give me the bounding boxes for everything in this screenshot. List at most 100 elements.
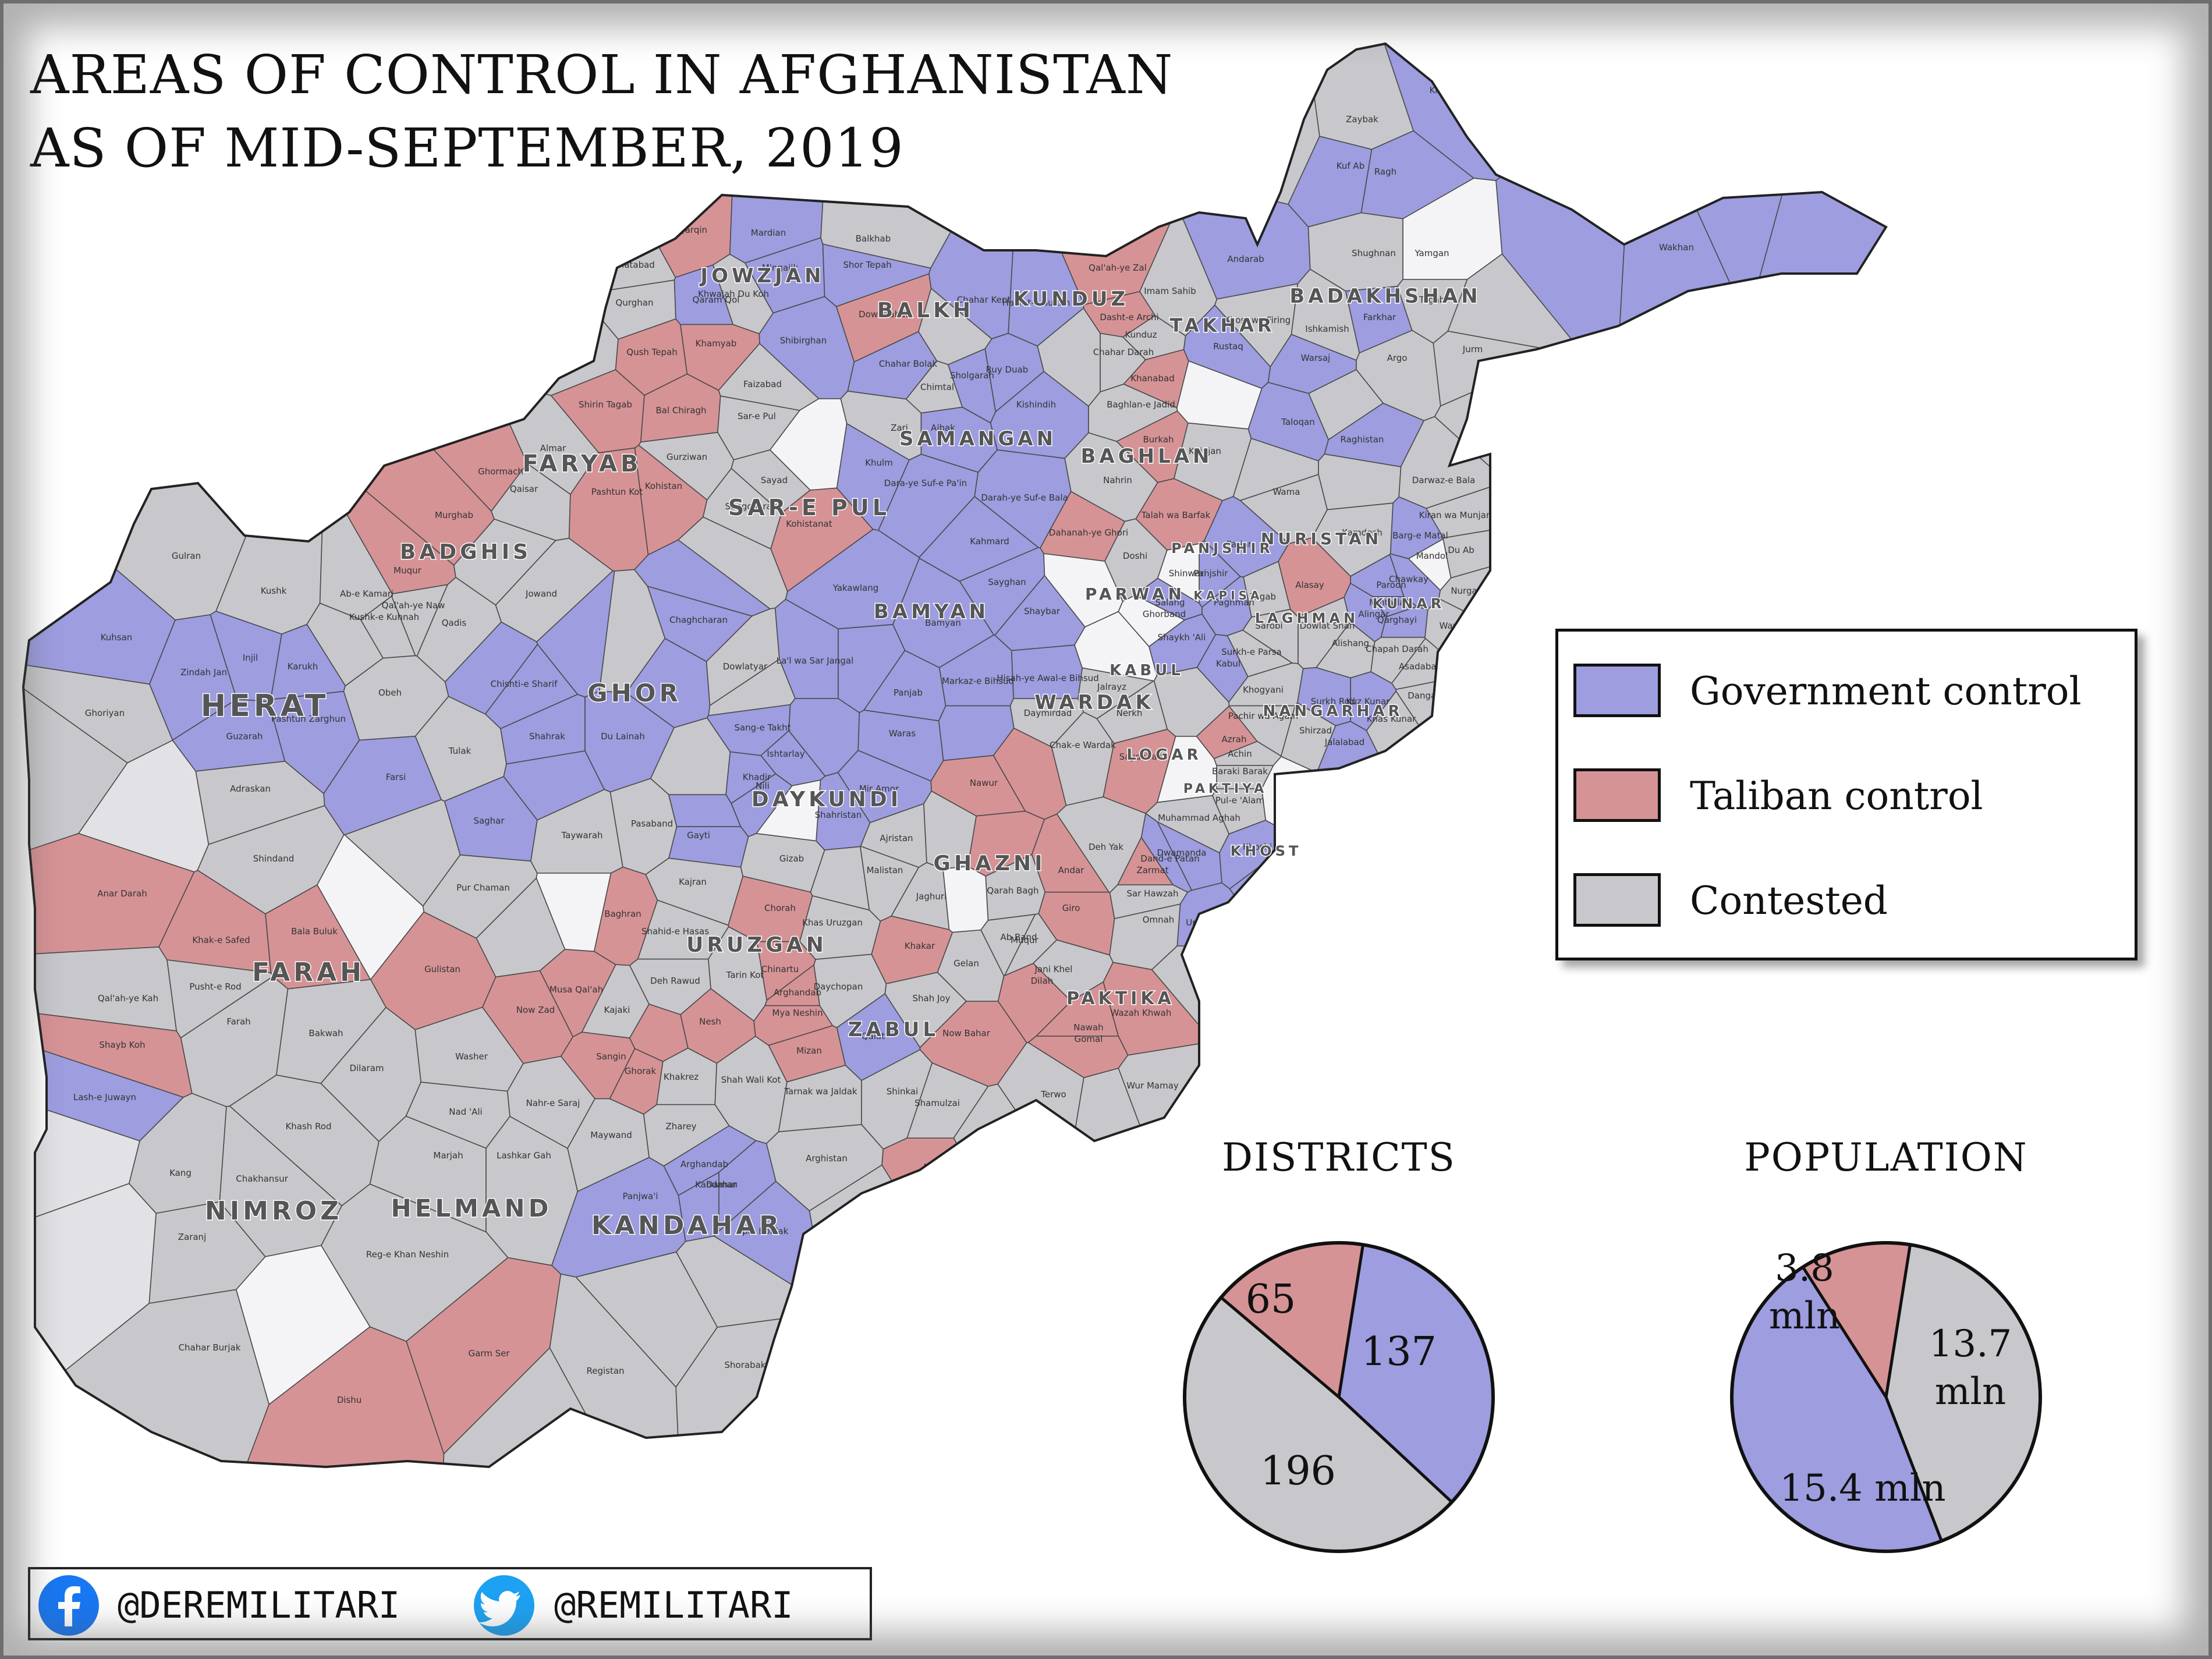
legend-item-government: Government control	[1573, 664, 2121, 751]
province-label: KUNAR	[1373, 595, 1445, 612]
district-area	[1157, 543, 1200, 604]
province-label: SAMANGAN	[899, 427, 1057, 451]
district-label: Talah wa Barfak	[1141, 510, 1211, 520]
twitter-handle[interactable]: @REMILITARI	[554, 1584, 793, 1626]
district-label: Qaisar	[510, 484, 538, 494]
district-label: Yakawlang	[832, 583, 879, 593]
district-label: Sangin	[596, 1051, 626, 1062]
province-label: BAGHLAN	[1080, 445, 1213, 468]
legend-swatch-taliban	[1573, 768, 1661, 822]
district-label: Jurm	[1462, 344, 1483, 355]
district-label: Omnah	[1143, 914, 1175, 925]
district-label: Khoshi	[1243, 842, 1272, 852]
district-label: Tarnak wa Jaldak	[784, 1086, 857, 1097]
district-label: Qadis	[442, 618, 467, 628]
district-label: Qalat	[862, 1031, 885, 1041]
facebook-handle[interactable]: @DEREMILITARI	[118, 1584, 400, 1626]
district-label: Chapah Darah	[1366, 644, 1428, 654]
district-area-unlabeled	[1308, 368, 1384, 441]
district-label: Nerkh	[1116, 708, 1143, 718]
district-label: Gayti	[687, 830, 710, 841]
district-label: Musa Qal'ah	[550, 984, 603, 995]
district-label: Nahr-e Saraj	[526, 1098, 580, 1108]
legend-label-government: Government control	[1690, 669, 2082, 714]
district-label: Asadabad	[1399, 661, 1442, 672]
district-label: Nawur	[970, 778, 998, 788]
district-label: Raghistan	[1341, 434, 1384, 445]
district-area-unlabeled	[650, 717, 731, 795]
district-label: Kushk	[261, 586, 287, 596]
district-label: Zaranj	[178, 1232, 207, 1242]
district-area-unlabeled	[810, 846, 870, 911]
district-label: Taywarah	[561, 830, 602, 841]
district-label: Daychopan	[814, 981, 863, 992]
district-label: Obeh	[378, 687, 402, 698]
province-label: PARWAN	[1085, 584, 1185, 604]
district-label: Yamgan	[1414, 248, 1449, 258]
pie-outline	[1730, 1241, 2042, 1553]
district-label: Alasay	[1295, 580, 1324, 590]
district-area-unlabeled	[77, 739, 210, 873]
district-label: Shayb Koh	[99, 1040, 145, 1050]
district-label: Alishang	[1332, 638, 1369, 648]
district-label: Qal'ah-ye Zal	[1089, 263, 1147, 273]
district-label: Jani Khel	[1034, 964, 1073, 974]
district-label: Pashtun Zarghun	[271, 714, 346, 724]
province-label: JOWZJAN	[699, 264, 824, 288]
district-area-unlabeled	[769, 398, 848, 491]
population-label-government: 15.4 mln	[1779, 1467, 1945, 1510]
district-area-unlabeled	[235, 1245, 371, 1405]
districts-label-contested: 196	[1260, 1448, 1336, 1494]
district-label: Alingar	[1359, 609, 1390, 619]
district-label: Chak-e Wardak	[1050, 740, 1116, 750]
province-label: BADGHIS	[400, 540, 531, 564]
district-label: Panjab	[894, 687, 923, 698]
district-label: Mihtarlam	[1369, 597, 1413, 608]
district-label: Pashtun Kot	[591, 487, 643, 497]
district-label: Kamdesh	[1342, 527, 1382, 538]
district-label: Paroon	[1376, 580, 1406, 590]
district-label: Nili	[756, 781, 770, 791]
population-label-contested: 13.7 mln	[1929, 1323, 2012, 1413]
district-area-unlabeled	[23, 671, 128, 860]
district-label: Dowlat Shah	[1300, 621, 1355, 631]
district-label: Mardian	[751, 228, 786, 238]
district-label: Zarmat	[1136, 865, 1168, 875]
legend-label-taliban: Taliban control	[1690, 774, 1983, 818]
district-label: Pasaband	[631, 818, 673, 829]
district-label: Now Zad	[516, 1005, 555, 1015]
district-label: Nahrin	[1103, 475, 1132, 485]
district-label: Ghoriyan	[85, 708, 125, 718]
district-label: Dara-ye Suf-e Pa'in	[884, 478, 967, 488]
province-label: URUZGAN	[686, 933, 827, 957]
title-line-2: AS OF MID-SEPTEMBER, 2019	[30, 117, 904, 179]
district-label: Aibak	[931, 423, 955, 433]
district-area-unlabeled	[1043, 553, 1123, 628]
legend-swatch-government	[1573, 664, 1661, 717]
facebook-icon[interactable]	[38, 1575, 99, 1636]
district-label: Daymirdad	[1024, 708, 1072, 718]
pie-outline	[1183, 1241, 1495, 1553]
twitter-icon[interactable]	[474, 1575, 534, 1636]
district-label: Faizabad	[743, 379, 782, 389]
district-area-unlabeled	[838, 623, 906, 714]
district-label: Sar-e Pul	[738, 411, 776, 421]
district-label: Qush Tepah	[626, 347, 677, 357]
district-label: Andarab	[1227, 254, 1264, 264]
district-label: Shamulzai	[914, 1098, 960, 1108]
district-label: Shirin Tagab	[579, 399, 632, 410]
district-label: Nesh	[699, 1016, 721, 1027]
district-label: Chawkay	[1389, 574, 1428, 584]
district-label: Giro	[1062, 903, 1080, 913]
district-label: Gurziwan	[667, 452, 707, 462]
districts-label-taliban: 65	[1246, 1277, 1296, 1323]
district-label: Ragh	[1374, 166, 1396, 177]
district-label: Garm Ser	[468, 1348, 510, 1359]
district-label: Kohistanat	[786, 519, 832, 529]
district-label: Khas Uruzgan	[802, 917, 863, 928]
province-label: KANDAHAR	[591, 1211, 782, 1240]
district-label: Ruy Duab	[986, 364, 1029, 375]
district-label: Khulm	[865, 458, 893, 468]
district-label: La'l wa Sar Jangal	[777, 655, 854, 666]
district-label: Ghorband	[1143, 609, 1186, 619]
